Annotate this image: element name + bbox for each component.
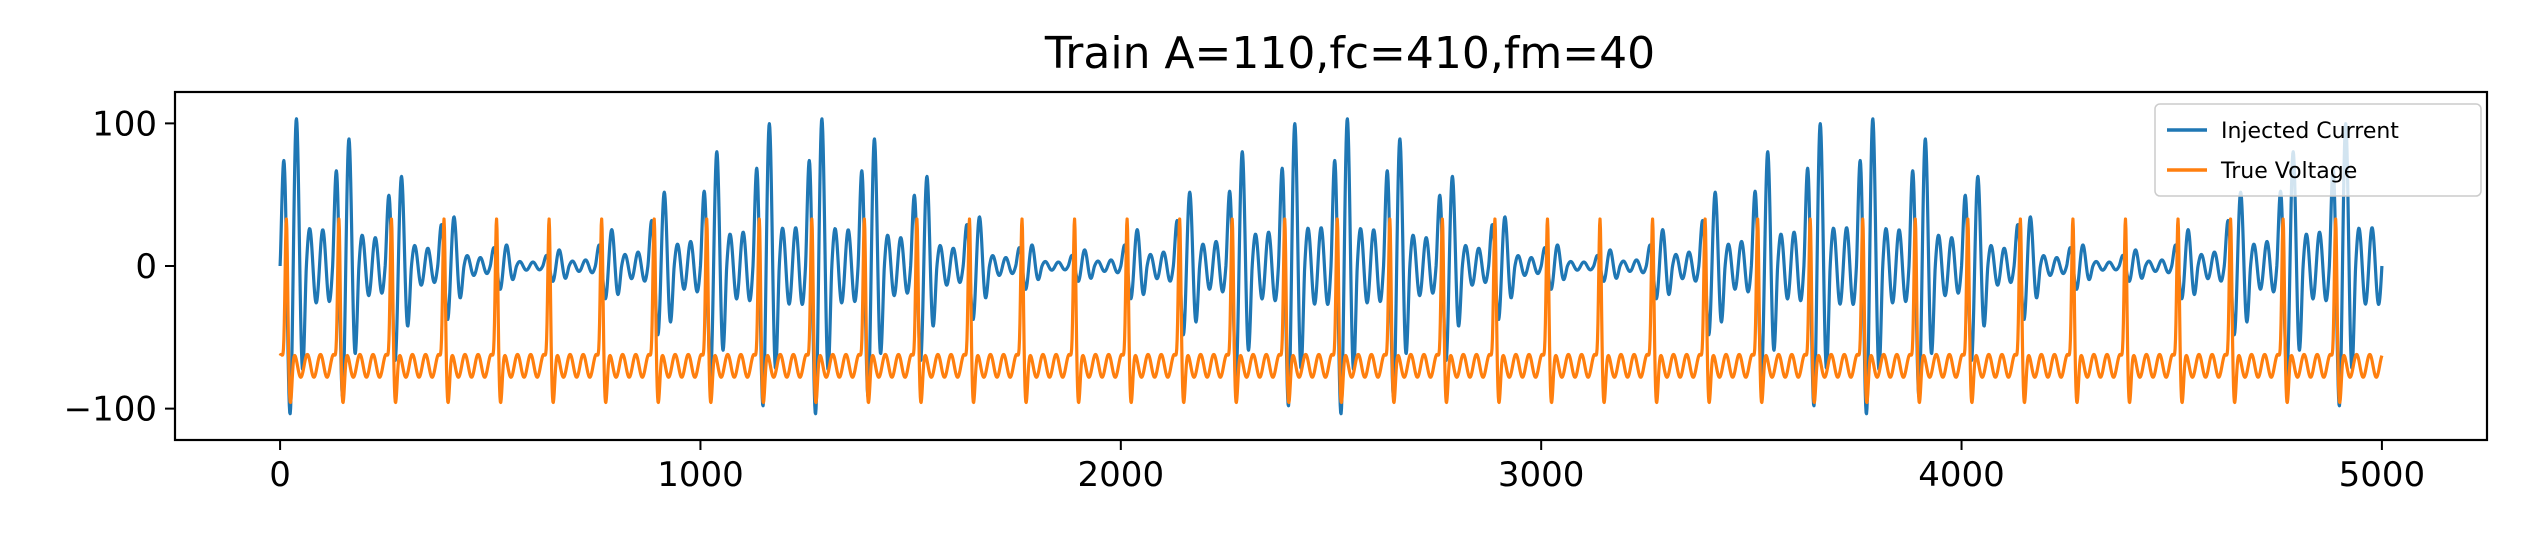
x-tick-label: 5000 [2339, 455, 2426, 495]
y-tick-label: −100 [64, 390, 157, 430]
series-injected-current-line [278, 117, 2384, 416]
chart-title: Train A=110,fc=410,fm=40 [1044, 28, 1655, 79]
y-tick-label: 100 [92, 104, 157, 144]
legend-box [2154, 103, 2482, 197]
legend-label: True Voltage [2220, 159, 2357, 184]
x-axis: 0 1000 2000 3000 4000 5000 [269, 440, 2425, 495]
y-axis: −100 0 100 [64, 104, 175, 430]
series-layer [278, 117, 2384, 416]
x-tick-label: 3000 [1498, 455, 1585, 495]
series-true-voltage-line [278, 217, 2384, 405]
y-tick-label: 0 [135, 247, 157, 287]
plot-area [173, 90, 2489, 442]
x-tick-label: 1000 [657, 455, 744, 495]
x-tick-label: 0 [269, 455, 291, 495]
x-tick-label: 2000 [1078, 455, 1165, 495]
legend-label: Injected Current [2221, 119, 2399, 144]
legend: Injected Current True Voltage [2154, 103, 2482, 197]
x-tick-label: 4000 [1918, 455, 2005, 495]
